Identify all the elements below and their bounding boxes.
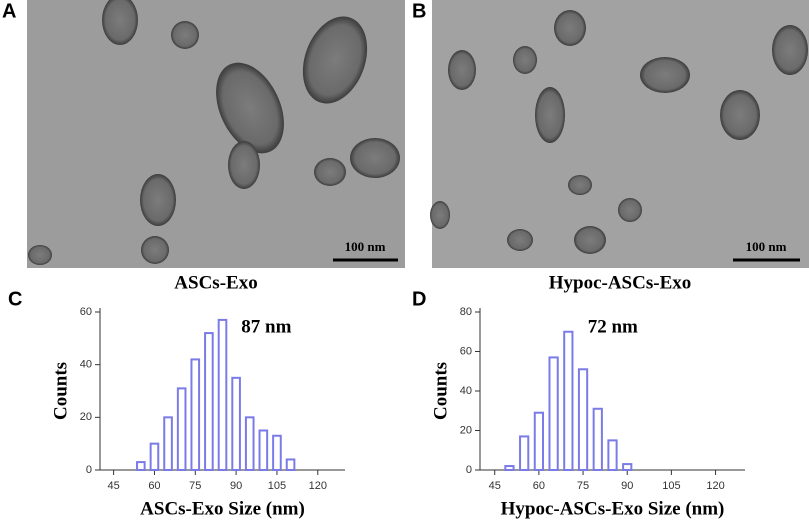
y-axis-label: Counts <box>430 362 451 420</box>
bar <box>136 461 146 472</box>
y-tick-label: 60 <box>80 306 92 318</box>
bar <box>244 416 255 472</box>
panel-label: C <box>8 288 22 310</box>
bar <box>548 356 559 471</box>
y-tick-label: 40 <box>460 385 472 397</box>
x-tick-label: 105 <box>268 480 286 492</box>
y-tick-label: 0 <box>466 464 472 476</box>
y-tick-label: 20 <box>80 411 92 423</box>
bar <box>285 458 296 472</box>
bar <box>592 407 603 471</box>
tem-image-b <box>430 0 809 268</box>
bar <box>622 463 633 472</box>
annotation: 72 nm <box>588 316 638 337</box>
image-caption: ASCs-Exo <box>174 272 257 293</box>
tem-image-a <box>27 0 405 268</box>
x-tick-label: 45 <box>107 480 119 492</box>
x-tick-label: 90 <box>621 480 633 492</box>
y-tick-label: 0 <box>86 464 92 476</box>
image-caption: Hypoc-ASCs-Exo <box>549 272 692 293</box>
x-tick-label: 60 <box>533 480 545 492</box>
bar <box>204 332 214 472</box>
x-axis-label: ASCs-Exo Size (nm) <box>140 498 305 519</box>
x-tick-label: 60 <box>148 480 160 492</box>
bar <box>504 465 515 471</box>
bar <box>519 435 530 471</box>
x-tick-label: 120 <box>706 480 724 492</box>
scale-bar-label: 100 nm <box>746 239 787 254</box>
bar <box>577 368 589 471</box>
bar <box>163 416 173 472</box>
bar <box>217 318 228 471</box>
x-tick-label: 45 <box>489 480 501 492</box>
y-tick-label: 60 <box>460 345 472 357</box>
panel-label: B <box>412 0 426 22</box>
bar <box>563 330 574 471</box>
x-axis-label: Hypoc-ASCs-Exo Size (nm) <box>501 498 725 519</box>
y-axis-label: Counts <box>50 362 71 420</box>
bar <box>258 429 269 471</box>
x-tick-label: 120 <box>309 480 327 492</box>
x-tick-label: 90 <box>230 480 242 492</box>
panel-label: D <box>412 288 426 310</box>
bar <box>272 434 282 471</box>
y-tick-label: 80 <box>460 306 472 318</box>
bar <box>533 411 545 472</box>
x-tick-label: 75 <box>189 480 201 492</box>
bar <box>149 442 160 471</box>
panel-label: A <box>2 0 16 22</box>
bar <box>607 439 618 471</box>
scale-bar-label: 100 nm <box>345 239 386 254</box>
bar <box>190 358 201 471</box>
x-tick-label: 105 <box>662 480 680 492</box>
bar <box>176 387 187 471</box>
y-tick-label: 20 <box>460 424 472 436</box>
bar <box>231 376 241 472</box>
y-tick-label: 40 <box>80 359 92 371</box>
annotation: 87 nm <box>241 316 291 337</box>
x-tick-label: 75 <box>577 480 589 492</box>
